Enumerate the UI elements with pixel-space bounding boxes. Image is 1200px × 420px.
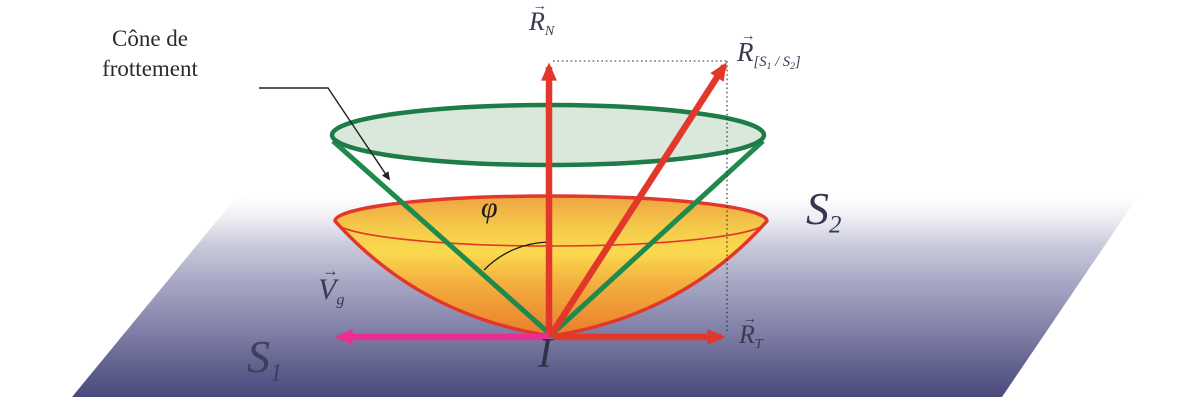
tangential-reaction-subscript: T [754,335,763,352]
subscript-s2-index: 2 [790,61,796,73]
subscript-slash: / [771,54,783,71]
resultant-reaction-symbol: R [737,37,754,68]
solid2-subscript: 2 [829,211,842,239]
subscript-s1: S [759,54,767,71]
tangential-reaction-symbol: R [739,320,755,349]
annotation-leader-line [259,87,391,181]
subscript-open-bracket: [ [753,54,760,71]
label-tangential-reaction: → RT [739,312,763,352]
cone-annotation-label: Cône de frottement [75,24,225,85]
phi-angle-label: φ [481,191,498,224]
friction-cone-left-edge [331,139,553,337]
resultant-reaction-arrow [548,62,728,337]
solid2-label: S2 [806,186,841,239]
subscript-s2: S [782,54,791,71]
solid1-subscript: 1 [270,359,283,387]
vector-arrow-icon: → [322,261,339,280]
cone-annotation-line1: Cône de [111,26,188,51]
cone-annotation-line2: frottement [102,56,198,82]
resultant-reaction-subscript: [S1 / S2] [753,54,801,73]
label-normal-reaction: → RN [529,0,555,39]
solid1-label: S1 [247,334,282,387]
normal-reaction-subscript: N [544,22,555,39]
solid1-symbol: S [247,331,270,382]
subscript-close-bracket: ] [795,54,801,71]
sliding-velocity-symbol: V [318,272,337,306]
label-resultant-reaction: → R[S1 / S2] [737,28,801,73]
normal-reaction-symbol: R [529,7,545,36]
sliding-velocity-subscript: g [336,290,345,309]
contact-point-label: I [538,331,552,377]
friction-cone-right-edge [549,139,765,337]
solid2-symbol: S [806,183,829,234]
subscript-s1-index: 1 [766,61,772,73]
label-sliding-velocity: → Vg [318,261,345,309]
phi-angle-arc [483,241,550,271]
